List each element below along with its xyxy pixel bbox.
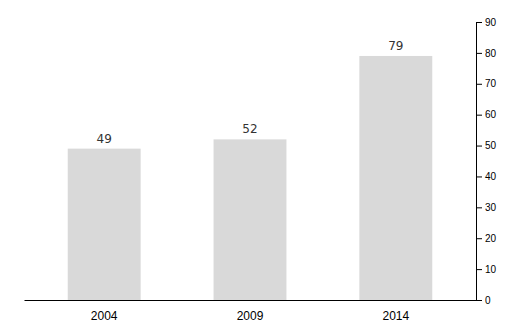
chart: 49 52 79 2004 2009 2014 0 10 20 30 40 50 60 70 80 90 <box>0 0 520 334</box>
axis-line <box>477 23 483 301</box>
x-tick-label: 2004 <box>91 309 118 323</box>
y-tick-mark <box>476 146 482 147</box>
y-tick: 40 <box>476 171 497 182</box>
y-tick-label: 50 <box>485 140 497 151</box>
y-tick-label: 80 <box>485 48 497 59</box>
y-tick: 90 <box>476 17 497 28</box>
y-tick: 10 <box>476 264 497 275</box>
y-tick-mark <box>476 238 482 239</box>
plot: 49 52 79 2004 2009 2014 0 10 20 30 40 50 60 70 80 90 <box>25 17 497 323</box>
y-tick-label: 30 <box>485 202 497 213</box>
x-tick-label: 2009 <box>237 309 264 323</box>
x-tick: 2004 <box>91 300 118 323</box>
y-tick-mark <box>476 115 482 116</box>
bar <box>68 149 141 300</box>
data-labels: 49 52 79 <box>97 39 404 146</box>
y-tick: 0 <box>476 295 491 306</box>
y-tick: 60 <box>476 109 497 120</box>
y-tick: 70 <box>476 78 497 89</box>
y-tick-mark <box>476 269 482 270</box>
y-tick-mark <box>476 300 482 301</box>
x-axis: 2004 2009 2014 <box>25 300 477 323</box>
y-tick-label: 90 <box>485 17 497 28</box>
y-tick-label: 40 <box>485 171 497 182</box>
y-tick-label: 20 <box>485 233 497 244</box>
y-tick-mark <box>476 84 482 85</box>
x-tick: 2014 <box>382 300 409 323</box>
y-tick: 80 <box>476 48 497 59</box>
y-tick: 50 <box>476 140 497 151</box>
bar <box>214 139 287 300</box>
y-tick-mark <box>476 22 482 23</box>
data-label: 52 <box>242 122 257 136</box>
data-label: 49 <box>97 132 112 146</box>
y-tick-mark <box>476 53 482 54</box>
y-tick-label: 0 <box>485 295 491 306</box>
y-tick: 20 <box>476 233 497 244</box>
y-tick-label: 60 <box>485 109 497 120</box>
bars <box>68 56 433 300</box>
x-tick: 2009 <box>237 300 264 323</box>
axis-line <box>25 300 477 301</box>
y-tick-mark <box>476 207 482 208</box>
x-tick-label: 2014 <box>382 309 409 323</box>
y-tick: 30 <box>476 202 497 213</box>
data-label: 79 <box>388 39 403 53</box>
y-axis: 0 10 20 30 40 50 60 70 80 90 <box>476 17 497 306</box>
y-tick-label: 10 <box>485 264 497 275</box>
y-tick-mark <box>476 176 482 177</box>
bar <box>359 56 432 300</box>
y-tick-label: 70 <box>485 78 497 89</box>
